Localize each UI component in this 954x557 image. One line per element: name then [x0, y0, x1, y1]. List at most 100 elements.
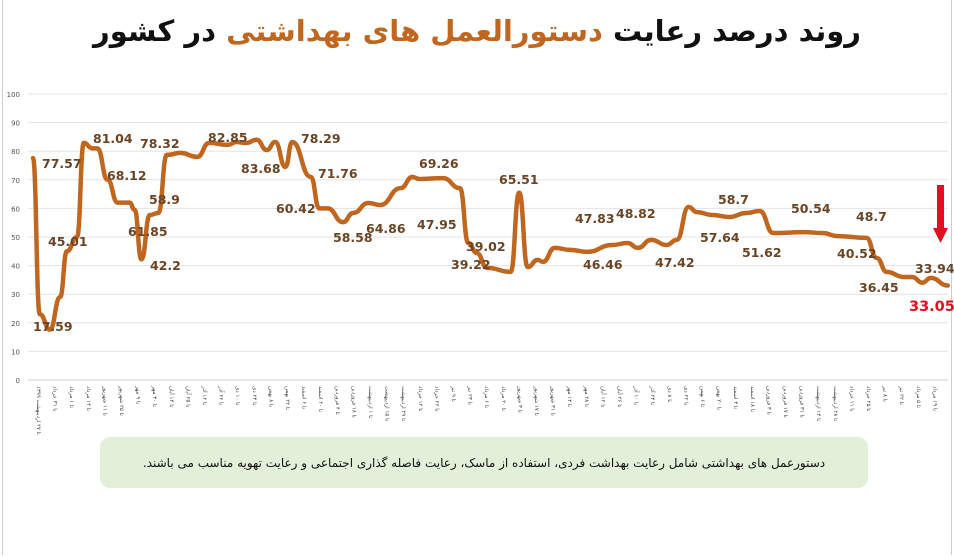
x-tick-label: تا ۱۲ آبان — [599, 386, 606, 408]
data-label: 39.02 — [466, 239, 506, 254]
x-tick-label: تا ۱۹ مرداد — [931, 386, 937, 412]
data-label: 48.7 — [856, 209, 887, 224]
y-tick-label: 50 — [11, 234, 20, 242]
x-tick-label: تا ۲۲ تیر — [898, 385, 904, 405]
x-tick-label: تا ۲۵ شهریور — [118, 385, 124, 416]
x-tick-label: تا ۲۶ آذر — [218, 385, 225, 406]
y-tick-label: 0 — [16, 377, 20, 385]
x-tick-label: تا ۲۹ اردیبهشت — [400, 386, 406, 422]
y-tick-label: 40 — [11, 263, 20, 271]
x-tick-label: تا ۱۰ آذر — [633, 385, 640, 406]
data-label: 45.01 — [48, 234, 88, 249]
x-tick-label: تا ۲۳ تیر — [467, 385, 473, 405]
title-part2: در کشور — [93, 14, 216, 48]
x-tick-label: تا ۶ مرداد — [483, 386, 489, 409]
data-label: 33.94 — [915, 261, 954, 276]
data-label: 83.68 — [241, 161, 281, 176]
x-tick-label: تا ۱۴ اردیبهشت — [815, 386, 821, 422]
data-label: 69.26 — [419, 156, 459, 171]
data-label: 58.58 — [333, 230, 373, 245]
data-label: 64.86 — [366, 221, 406, 236]
x-tick-label: تا ۳ شهریور — [516, 385, 522, 413]
data-label: 48.82 — [616, 206, 656, 221]
data-label: 68.12 — [107, 168, 147, 183]
down-arrow-icon — [933, 185, 948, 243]
x-tick-label: تا ۳۱ شهریور — [550, 385, 556, 416]
y-tick-label: 10 — [11, 348, 20, 356]
x-tick-label: تا ۲۶ خرداد — [433, 386, 439, 412]
data-label: 17.59 — [33, 319, 73, 334]
data-label: 77.57 — [42, 156, 82, 171]
x-axis-ticks: تا ۲۷ اردیبهشت ۱۳۹۹ تا ۳۱ خرداد تا ۱ مرداد… — [35, 385, 937, 435]
data-label: 36.45 — [859, 280, 899, 295]
x-tick-label: تا ۲۶ آبان — [616, 386, 623, 408]
x-tick-label: تا ۶ بهمن — [699, 386, 705, 408]
x-tick-label: تا ۲۲ بهمن — [284, 386, 290, 411]
x-tick-label: تا ۴ اسفند — [732, 386, 738, 410]
data-label: 60.42 — [276, 201, 316, 216]
latest-value-label: 33.05 — [909, 299, 954, 315]
x-tick-label: تا ۳۱ خرداد — [52, 386, 58, 412]
footnote-box: دستورعمل های بهداشتی شامل رعایت بهداشت ف… — [100, 437, 868, 488]
x-tick-label: تا ۱۲ خرداد — [417, 386, 423, 412]
series-line — [30, 137, 951, 332]
x-tick-label: تا ۱۵ اردیبهشت — [384, 386, 390, 422]
x-tick-label: تا ۴ فروردین — [334, 386, 340, 415]
data-label: 51.62 — [742, 245, 782, 260]
arrow-head — [933, 228, 948, 243]
data-label: 47.42 — [655, 255, 695, 270]
gridlines — [28, 93, 948, 381]
x-tick-label: تا ۲۸ مهر — [583, 385, 589, 408]
x-tick-label: تا ۳ فروردین — [765, 386, 771, 415]
data-label: 78.29 — [301, 131, 341, 146]
x-tick-label: تا ۸ دی — [666, 386, 672, 403]
x-tick-label: تا ۱۲ آذر — [201, 385, 208, 406]
y-tick-label: 30 — [11, 291, 20, 299]
data-label: 40.52 — [837, 246, 877, 261]
y-tick-label: 80 — [11, 148, 20, 156]
footnote-text: دستورعمل های بهداشتی شامل رعایت بهداشت ف… — [142, 455, 826, 470]
data-labels: 77.57 17.59 45.01 81.04 68.12 61.85 42.2 58.9 78… — [33, 130, 954, 334]
x-tick-label: تا ۸ تیر — [882, 385, 888, 402]
x-tick-label: تا ۱۷ فروردین — [782, 386, 788, 418]
y-tick-label: 100 — [7, 91, 20, 99]
x-tick-label: تا ۹ تیر — [450, 385, 456, 402]
x-tick-label: تا ۳۱ فروردین — [799, 386, 805, 418]
x-tick-label: تا ۱۰ دی — [234, 386, 240, 406]
data-label: 58.7 — [718, 192, 749, 207]
data-label: 39.22 — [451, 257, 491, 272]
x-tick-label: تا ۲۰ بهمن — [716, 386, 722, 411]
x-tick-label: تا ۲۵ آبان — [184, 386, 191, 408]
x-tick-label: تا ۱۱ شهریور — [101, 385, 107, 416]
x-tick-label: تا ۲۰ اسفند — [317, 386, 323, 413]
x-tick-label: تا ۱۴ آبان — [168, 386, 175, 408]
x-tick-label: تا ۵ مرداد — [915, 386, 921, 409]
data-label: 65.51 — [499, 172, 539, 187]
data-label: 58.9 — [149, 192, 180, 207]
title-part1: روند درصد رعایت — [613, 14, 861, 48]
data-label: 61.85 — [128, 224, 168, 239]
x-tick-label: تا ۹ مهر — [135, 385, 141, 405]
x-tick-label: تا ۲۸ اردیبهشت — [832, 386, 838, 422]
title-highlight: دستورالعمل های بهداشتی — [226, 14, 603, 48]
y-tick-label: 70 — [11, 177, 20, 185]
x-tick-label: تا ۲۴ آذر — [649, 385, 656, 406]
x-tick-label: تا ۳۰ مهر — [151, 385, 157, 408]
data-label: 50.54 — [791, 201, 831, 216]
data-label: 82.85 — [208, 130, 248, 145]
x-tick-label: تا ۱ اردیبهشت — [367, 386, 373, 419]
x-tick-label: تا ۱۴ مهر — [566, 385, 572, 408]
chart-title: روند درصد رعایت دستورالعمل های بهداشتی د… — [0, 14, 954, 48]
x-tick-label: تا ۱۴ مرداد — [85, 386, 91, 412]
y-axis-ticks: 0 10 20 30 40 50 60 70 80 90 100 — [7, 91, 20, 385]
data-label: 47.83 — [575, 211, 615, 226]
x-tick-label: تا ۶ اسفند — [301, 386, 307, 410]
x-tick-label: تا ۸ بهمن — [267, 386, 273, 408]
data-label: 42.2 — [150, 258, 181, 273]
x-tick-label: تا ۲۰ مرداد — [500, 386, 506, 412]
y-tick-label: 20 — [11, 320, 20, 328]
data-label: 78.32 — [140, 136, 180, 151]
y-tick-label: 60 — [11, 205, 20, 213]
